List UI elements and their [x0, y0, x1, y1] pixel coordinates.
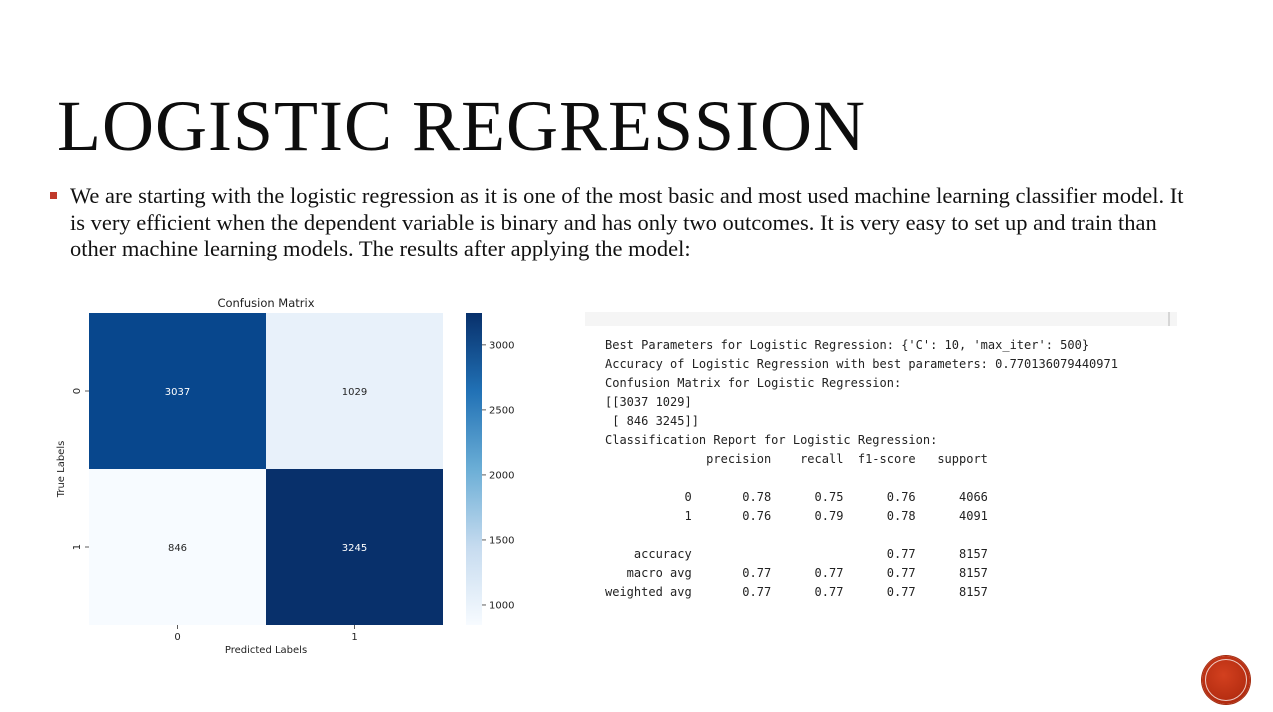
badge-ring	[1205, 659, 1247, 701]
console-line: macro avg 0.77 0.77 0.77 8157	[605, 566, 988, 580]
cell-value-label: 3037	[165, 387, 190, 398]
scrollbar-handle[interactable]	[1168, 312, 1170, 326]
console-line: precision recall f1-score support	[605, 452, 988, 466]
console-line: accuracy 0.77 8157	[605, 547, 988, 561]
console-text: Best Parameters for Logistic Regression:…	[605, 336, 1118, 602]
y-tick-label: 0	[72, 388, 83, 394]
console-line: 0 0.78 0.75 0.76 4066	[605, 490, 988, 504]
x-tick-label: 0	[174, 632, 180, 643]
heatmap-cell	[266, 313, 443, 469]
x-axis-label: Predicted Labels	[225, 645, 307, 656]
cell-value-label: 846	[168, 543, 187, 554]
chart-title: Confusion Matrix	[217, 296, 314, 310]
confusion-matrix-chart: 3037 1029 846 3245 Confusion Matrix 0 1 0 1 Pred…	[50, 293, 520, 663]
console-line: [[3037 1029]	[605, 395, 692, 409]
colorbar-tick-label: 1000	[489, 600, 514, 611]
console-line: weighted avg 0.77 0.77 0.77 8157	[605, 585, 988, 599]
colorbar-tick-label: 2500	[489, 405, 514, 416]
bullet-list: We are starting with the logistic regres…	[50, 183, 1190, 263]
heatmap-cell	[89, 313, 266, 469]
console-line: 1 0.76 0.79 0.78 4091	[605, 509, 988, 523]
console-line: [ 846 3245]]	[605, 414, 699, 428]
cell-value-label: 1029	[342, 387, 367, 398]
cell-value-label: 3245	[342, 543, 367, 554]
heatmap-cell	[89, 469, 266, 625]
y-tick-label: 1	[72, 544, 83, 550]
console-output: Best Parameters for Logistic Regression:…	[585, 312, 1177, 612]
colorbar	[466, 313, 482, 625]
colorbar-tick-label: 3000	[489, 340, 514, 351]
console-line: Best Parameters for Logistic Regression:…	[605, 338, 1090, 352]
bullet-square-icon	[50, 192, 57, 199]
bullet-text: We are starting with the logistic regres…	[70, 183, 1184, 261]
circle-badge-icon[interactable]	[1202, 656, 1250, 704]
confusion-matrix-svg: 3037 1029 846 3245 Confusion Matrix 0 1 0 1 Pred…	[56, 296, 514, 656]
colorbar-tick-label: 2000	[489, 470, 514, 481]
slide-title: LOGISTIC REGRESSION	[57, 86, 867, 166]
console-line: Classification Report for Logistic Regre…	[605, 433, 938, 447]
colorbar-tick-label: 1500	[489, 535, 514, 546]
console-line: Confusion Matrix for Logistic Regression…	[605, 376, 902, 390]
output-toolbar	[585, 312, 1177, 326]
heatmap-cell	[266, 469, 443, 625]
console-line: Accuracy of Logistic Regression with bes…	[605, 357, 1118, 371]
x-tick-label: 1	[351, 632, 357, 643]
y-axis-label: True Labels	[56, 441, 67, 499]
